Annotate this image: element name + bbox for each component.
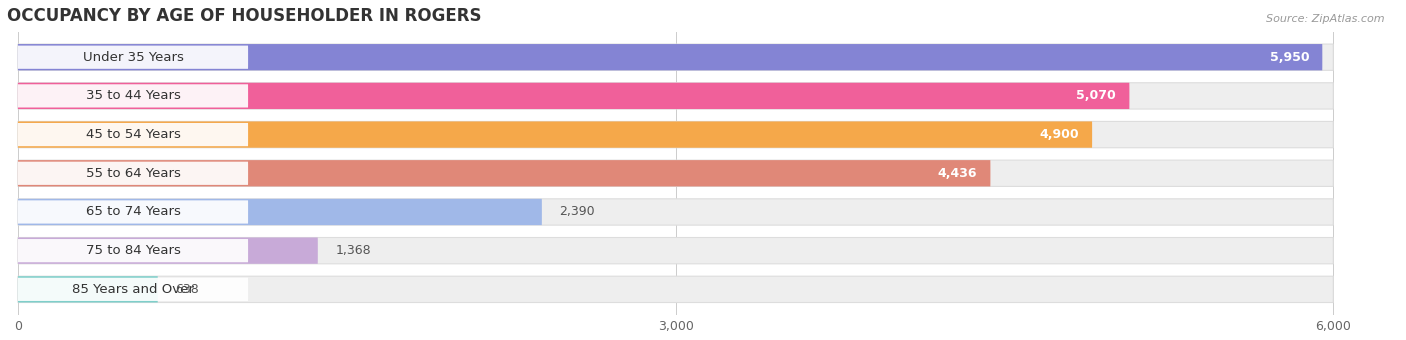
Text: 45 to 54 Years: 45 to 54 Years (86, 128, 180, 141)
FancyBboxPatch shape (18, 121, 1092, 148)
Text: OCCUPANCY BY AGE OF HOUSEHOLDER IN ROGERS: OCCUPANCY BY AGE OF HOUSEHOLDER IN ROGER… (7, 7, 481, 25)
FancyBboxPatch shape (18, 44, 1322, 70)
Text: 5,950: 5,950 (1270, 51, 1309, 64)
FancyBboxPatch shape (18, 160, 1333, 186)
Text: 4,900: 4,900 (1039, 128, 1078, 141)
FancyBboxPatch shape (18, 44, 1333, 70)
Text: 5,070: 5,070 (1077, 89, 1116, 102)
Text: 75 to 84 Years: 75 to 84 Years (86, 244, 180, 257)
FancyBboxPatch shape (18, 276, 157, 303)
FancyBboxPatch shape (18, 83, 1333, 109)
FancyBboxPatch shape (18, 160, 990, 186)
Text: 55 to 64 Years: 55 to 64 Years (86, 167, 180, 180)
FancyBboxPatch shape (18, 84, 247, 107)
Text: Under 35 Years: Under 35 Years (83, 51, 183, 64)
Text: 35 to 44 Years: 35 to 44 Years (86, 89, 180, 102)
FancyBboxPatch shape (18, 121, 1333, 148)
Text: 2,390: 2,390 (560, 205, 595, 219)
Text: 65 to 74 Years: 65 to 74 Years (86, 205, 180, 219)
Text: 4,436: 4,436 (938, 167, 977, 180)
FancyBboxPatch shape (18, 238, 1333, 264)
Text: 85 Years and Over: 85 Years and Over (72, 283, 194, 296)
FancyBboxPatch shape (18, 238, 318, 264)
FancyBboxPatch shape (18, 162, 247, 185)
Text: 638: 638 (176, 283, 200, 296)
FancyBboxPatch shape (18, 46, 247, 69)
FancyBboxPatch shape (18, 239, 247, 262)
Text: Source: ZipAtlas.com: Source: ZipAtlas.com (1267, 14, 1385, 23)
FancyBboxPatch shape (18, 83, 1129, 109)
FancyBboxPatch shape (18, 123, 247, 146)
Text: 1,368: 1,368 (336, 244, 371, 257)
FancyBboxPatch shape (18, 276, 1333, 303)
FancyBboxPatch shape (18, 200, 247, 224)
FancyBboxPatch shape (18, 199, 541, 225)
FancyBboxPatch shape (18, 199, 1333, 225)
FancyBboxPatch shape (18, 278, 247, 301)
